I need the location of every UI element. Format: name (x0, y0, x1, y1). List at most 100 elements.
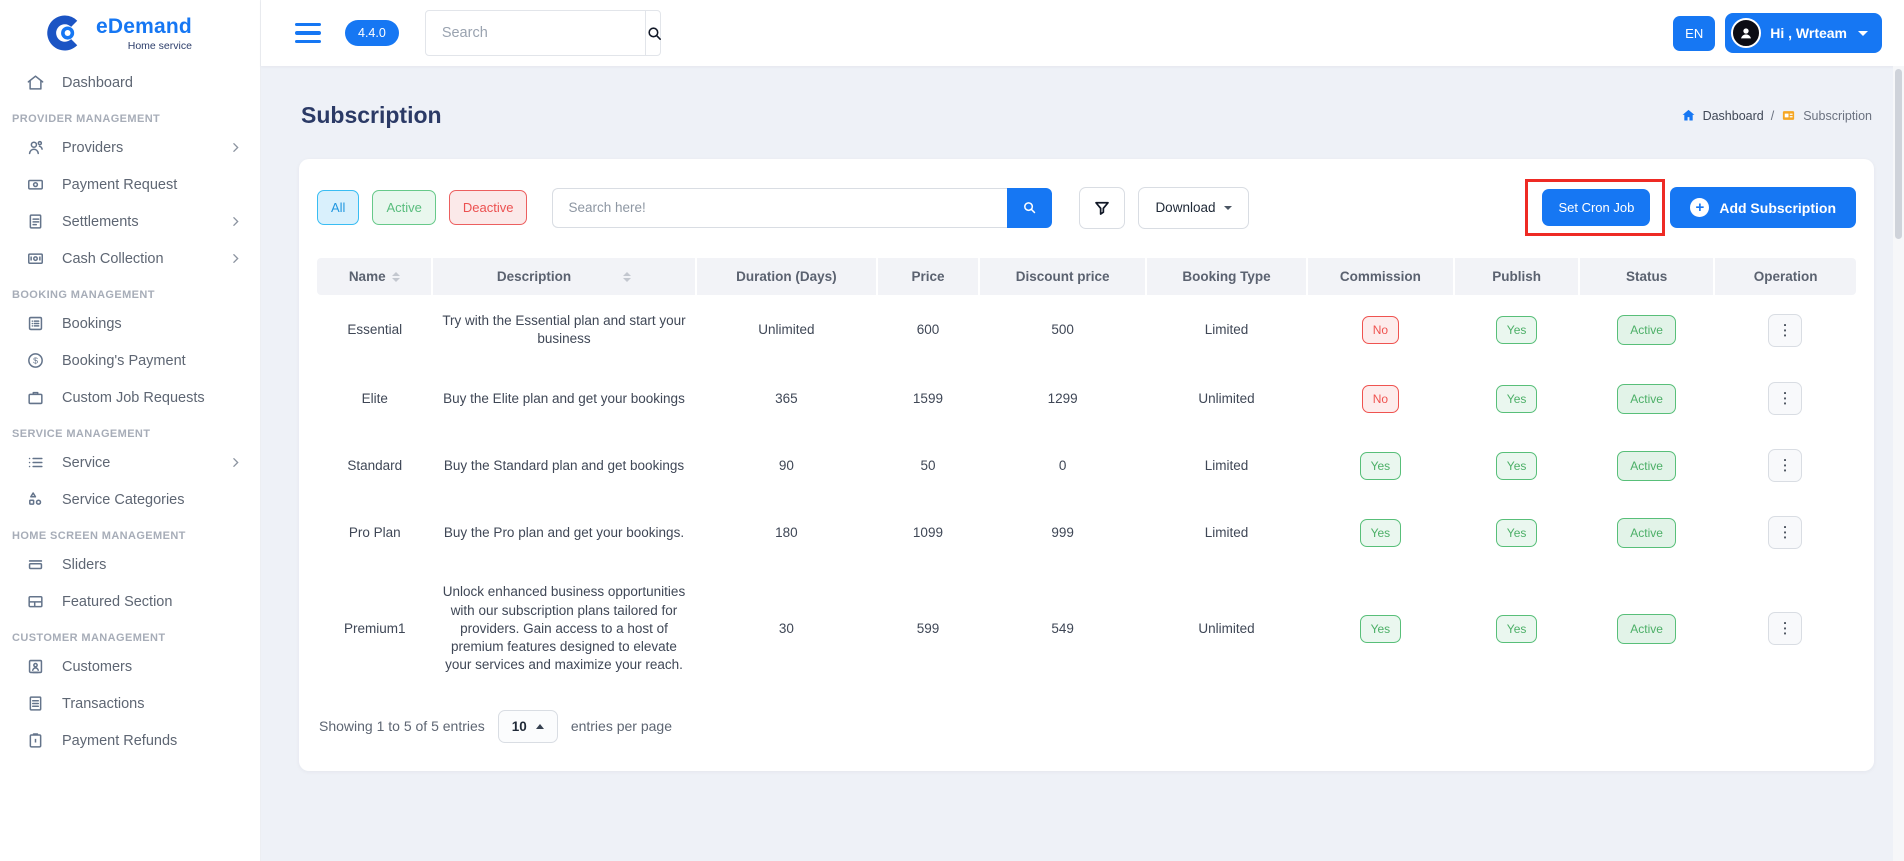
cell-discount-price: 1299 (1047, 390, 1078, 406)
sidebar-item-settlements[interactable]: Settlements (0, 203, 260, 240)
sidebar-item-cash-collection[interactable]: Cash Collection (0, 240, 260, 277)
cell-booking-type: Unlimited (1198, 390, 1255, 406)
breadcrumb-separator: / (1770, 108, 1775, 123)
column-header-commission: Commission (1305, 258, 1456, 295)
subscription-card: All Active Deactive Download (299, 159, 1874, 771)
sidebar-item-bookings-payment[interactable]: $ Booking's Payment (0, 342, 260, 379)
add-subscription-label: Add Subscription (1719, 199, 1836, 216)
menu-toggle-icon[interactable] (295, 23, 321, 43)
cell-booking-type: Unlimited (1198, 620, 1255, 636)
brand-tagline: Home service (127, 39, 192, 52)
user-menu[interactable]: Hi , Wrteam (1725, 13, 1882, 53)
entries-per-page-label: entries per page (570, 718, 672, 735)
download-button[interactable]: Download (1138, 186, 1250, 229)
cell-name: Pro Plan (348, 524, 401, 540)
sidebar-item-customers[interactable]: Customers (0, 648, 260, 685)
filter-all-button[interactable]: All (317, 190, 360, 225)
language-button[interactable]: EN (1673, 15, 1716, 51)
cell-price: 599 (916, 620, 940, 636)
svg-text:$: $ (33, 356, 38, 366)
brand[interactable]: eDemand Home service (0, 0, 260, 64)
global-search-button[interactable] (644, 11, 663, 55)
row-actions-button[interactable]: ⋮ (1768, 313, 1803, 347)
sidebar-item-payment-refunds[interactable]: Payment Refunds (0, 722, 260, 759)
filter-active-button[interactable]: Active (372, 190, 436, 225)
user-icon (1741, 28, 1752, 39)
edemand-logo-icon (47, 15, 78, 51)
sidebar-item-transactions[interactable]: Transactions (0, 685, 260, 722)
status-badge[interactable]: Active (1617, 517, 1676, 549)
sidebar-item-dashboard[interactable]: Dashboard (0, 64, 260, 101)
breadcrumb-current: Subscription (1803, 108, 1872, 123)
sidebar-item-label: Payment Refunds (62, 732, 178, 749)
cell-description: Unlock enhanced business opportunities w… (442, 584, 686, 673)
cell-discount-price: 549 (1051, 620, 1074, 636)
cell-duration: 30 (778, 620, 794, 636)
subscription-icon (1783, 111, 1795, 120)
sidebar-item-bookings[interactable]: Bookings (0, 305, 260, 342)
sidebar-item-custom-job-requests[interactable]: Custom Job Requests (0, 379, 260, 416)
sliders-icon (28, 560, 43, 570)
row-actions-button[interactable]: ⋮ (1768, 612, 1803, 646)
set-cron-job-button[interactable]: Set Cron Job (1542, 189, 1651, 226)
table-search-input[interactable] (552, 187, 1008, 228)
publish-badge[interactable]: Yes (1495, 518, 1538, 548)
sidebar-item-payment-request[interactable]: Payment Request (0, 166, 260, 203)
table-toolbar: All Active Deactive Download (317, 179, 1856, 236)
column-header-discount-price: Discount price (977, 258, 1148, 295)
status-badge[interactable]: Active (1617, 315, 1676, 346)
chevron-up-icon (535, 723, 544, 729)
add-subscription-button[interactable]: + Add Subscription (1670, 187, 1856, 228)
filter-button[interactable] (1079, 186, 1126, 229)
cell-price: 1099 (912, 524, 943, 540)
cell-discount-price: 500 (1051, 322, 1074, 338)
plus-icon: + (1690, 198, 1710, 217)
row-actions-button[interactable]: ⋮ (1768, 449, 1803, 483)
column-header-description[interactable]: Description (431, 258, 697, 295)
entries-per-page-select[interactable]: 10 (497, 709, 558, 743)
red-annotation-box: Set Cron Job (1525, 179, 1666, 236)
column-header-name[interactable]: Name (317, 258, 434, 295)
status-badge[interactable]: Active (1617, 613, 1676, 645)
filter-deactive-button[interactable]: Deactive (448, 190, 528, 225)
publish-badge[interactable]: Yes (1495, 384, 1538, 414)
cell-price: 600 (916, 322, 940, 338)
commission-badge: Yes (1359, 451, 1402, 481)
settlements-icon (29, 214, 42, 229)
sidebar-item-service[interactable]: Service (0, 444, 260, 481)
global-search-input[interactable] (425, 25, 645, 41)
scrollbar[interactable] (1893, 66, 1904, 861)
cell-duration: 180 (775, 524, 798, 540)
scrollbar-thumb[interactable] (1895, 69, 1902, 239)
breadcrumb: Dashboard / Subscription (1681, 108, 1872, 123)
page-content: Subscription Dashboard / Subscription Al… (261, 66, 1904, 771)
chevron-down-icon (1224, 205, 1233, 210)
sidebar-item-service-categories[interactable]: Service Categories (0, 481, 260, 518)
publish-badge[interactable]: Yes (1495, 316, 1538, 345)
status-badge[interactable]: Active (1617, 450, 1676, 482)
sidebar-section-booking-management: BOOKING MANAGEMENT (12, 289, 155, 301)
avatar (1731, 18, 1762, 48)
cell-description: Buy the Elite plan and get your bookings (443, 390, 685, 406)
publish-badge[interactable]: Yes (1495, 614, 1538, 644)
column-header-duration: Duration (Days) (694, 258, 879, 295)
table-row: Elite Buy the Elite plan and get your bo… (317, 365, 1856, 432)
cell-name: Essential (347, 322, 403, 338)
sort-icon (623, 271, 632, 282)
sidebar-item-sliders[interactable]: Sliders (0, 546, 260, 583)
subscription-table: Name Description Duration (Days) Price D… (317, 258, 1856, 692)
table-row: Premium1 Unlock enhanced business opport… (317, 566, 1856, 691)
sidebar-item-featured-section[interactable]: Featured Section (0, 583, 260, 620)
payment-request-icon (28, 179, 43, 190)
breadcrumb-dashboard-link[interactable]: Dashboard (1702, 108, 1764, 123)
row-actions-button[interactable]: ⋮ (1768, 516, 1803, 550)
sidebar-item-providers[interactable]: Providers (0, 129, 260, 166)
cell-price: 50 (920, 457, 936, 473)
status-badge[interactable]: Active (1617, 383, 1676, 415)
table-search-button[interactable] (1007, 187, 1053, 228)
chevron-down-icon (1858, 30, 1868, 36)
row-actions-button[interactable]: ⋮ (1768, 382, 1803, 416)
commission-badge: No (1361, 384, 1400, 414)
publish-badge[interactable]: Yes (1495, 451, 1538, 481)
